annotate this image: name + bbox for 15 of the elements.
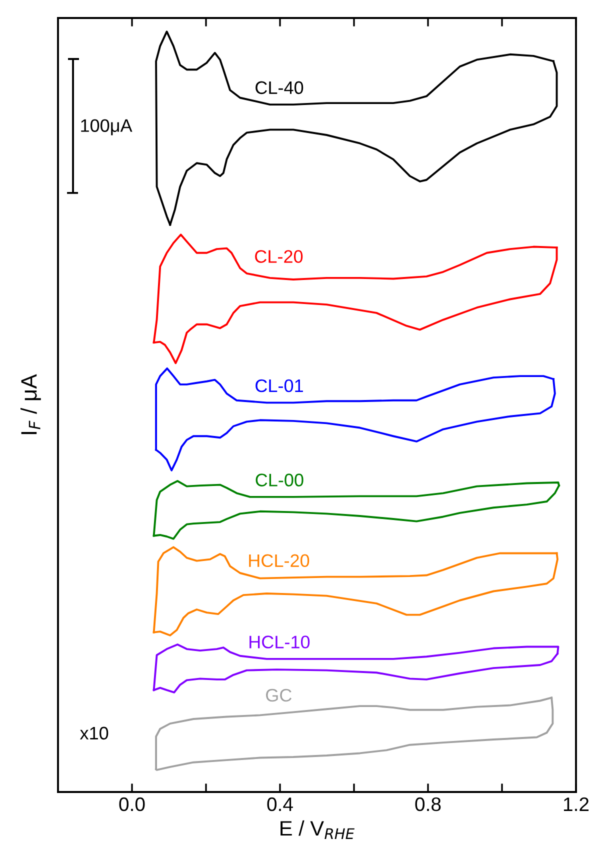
x-tick-label: 1.2 [564,797,589,811]
series-label: CL-01 [256,379,303,392]
series-label: GC [266,688,292,702]
y-axis-title: I$_{F}$ / μA [20,374,41,434]
x-tick-label: 0.4 [267,797,293,812]
x-axis-title: E / V$_{RHE}$ [280,820,355,839]
annotation: x10 [80,726,108,740]
annotation: 100μA [81,119,132,136]
series-label: HCL-20 [249,554,310,568]
series-label: HCL-10 [250,636,310,648]
x-tick-label: 0.8 [415,797,441,812]
series-label: CL-20 [255,250,303,263]
series-label: CL-00 [256,474,304,486]
series-label: CL-40 [256,81,304,94]
x-tick-label: 0.0 [119,797,145,812]
